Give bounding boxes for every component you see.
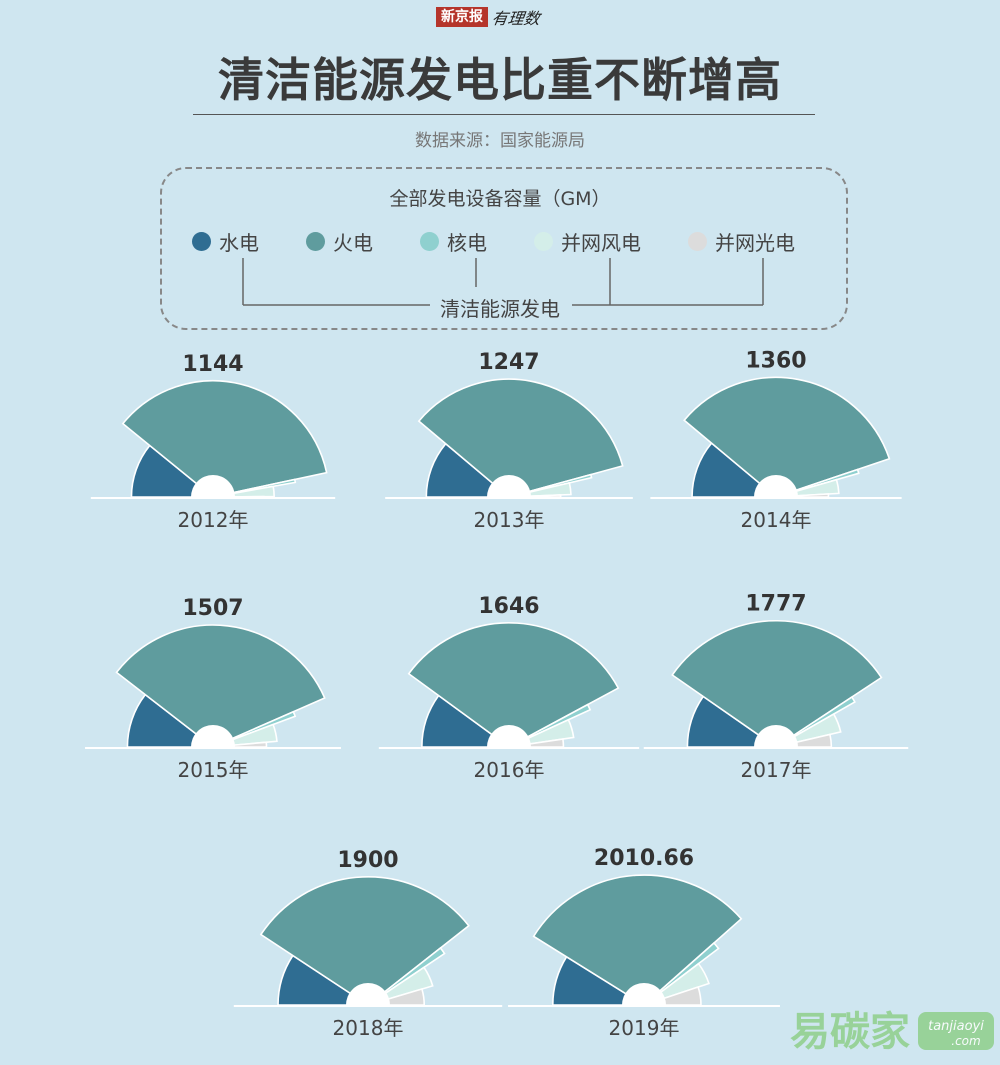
brand-logo: 新京报 有理数 bbox=[436, 6, 541, 28]
chart-year-label: 2016年 bbox=[474, 758, 545, 782]
data-source: 数据来源：国家能源局 bbox=[415, 131, 585, 151]
chart-total-label: 1144 bbox=[182, 352, 243, 377]
chart-total-label: 1900 bbox=[337, 848, 398, 873]
clean-energy-label: 清洁能源发电 bbox=[440, 297, 560, 321]
chart-year-label: 2013年 bbox=[474, 508, 545, 532]
watermark-domain-suffix: .com bbox=[951, 1034, 980, 1048]
watermark-text: 易碳家 bbox=[790, 1009, 910, 1055]
rose-chart-2019年: 2010.66 2019年 bbox=[508, 846, 780, 1040]
chart-hub bbox=[346, 983, 390, 1005]
watermark-badge bbox=[918, 1012, 994, 1050]
slice-thermal bbox=[259, 876, 470, 1006]
rose-chart-2012年: 1144 2012年 bbox=[90, 352, 336, 532]
slice-thermal bbox=[683, 376, 891, 498]
legend-box bbox=[160, 167, 848, 330]
legend-dot-solar bbox=[688, 231, 707, 251]
legend-label-solar: 并网光电 bbox=[715, 230, 795, 255]
chart-year-label: 2015年 bbox=[178, 758, 249, 782]
legend-dot-wind bbox=[534, 231, 553, 251]
rose-chart-2015年: 1507 2015年 bbox=[85, 596, 341, 782]
legend-item-solar: 并网光电 bbox=[688, 229, 795, 255]
chart-total-label: 1646 bbox=[478, 594, 539, 619]
slice-nuclear bbox=[212, 710, 297, 748]
chart-hub bbox=[191, 725, 235, 747]
slice-thermal bbox=[671, 619, 883, 748]
watermark-domain: tanjiaoyi bbox=[928, 1019, 984, 1034]
chart-year-label: 2017年 bbox=[741, 758, 812, 782]
legend-label-thermal: 火电 bbox=[333, 230, 373, 255]
chart-total-label: 1247 bbox=[478, 350, 539, 375]
slice-nuclear bbox=[775, 695, 856, 748]
slice-nuclear bbox=[643, 941, 720, 1006]
chart-total-label: 1507 bbox=[182, 596, 243, 621]
legend-item-thermal: 火电 bbox=[306, 229, 373, 255]
chart-hub bbox=[191, 475, 235, 497]
slice-nuclear bbox=[508, 703, 592, 748]
slice-nuclear bbox=[367, 946, 446, 1006]
rose-chart-2013年: 1247 2013年 bbox=[385, 350, 633, 532]
chart-hub bbox=[487, 725, 531, 747]
watermark: 易碳家 tanjiaoyi.com bbox=[790, 1009, 994, 1055]
slice-thermal bbox=[417, 378, 624, 498]
page-title: 清洁能源发电比重不断增高 bbox=[218, 53, 782, 107]
rose-chart-2018年: 1900 2018年 bbox=[233, 848, 503, 1040]
chart-year-label: 2012年 bbox=[178, 508, 249, 532]
slice-thermal bbox=[532, 874, 743, 1006]
legend-label-hydro: 水电 bbox=[219, 230, 259, 255]
brand-name: 新京报 bbox=[436, 7, 488, 27]
chart-total-label: 1777 bbox=[745, 592, 806, 617]
legend-dot-thermal bbox=[306, 231, 325, 251]
legend-title: 全部发电设备容量（GM） bbox=[389, 188, 611, 210]
chart-hub bbox=[754, 725, 798, 747]
chart-year-label: 2019年 bbox=[609, 1016, 680, 1040]
chart-year-label: 2014年 bbox=[741, 508, 812, 532]
rose-chart-2014年: 1360 2014年 bbox=[650, 348, 902, 532]
slice-thermal bbox=[121, 380, 328, 498]
chart-year-label: 2018年 bbox=[333, 1016, 404, 1040]
legend-label-wind: 并网风电 bbox=[561, 230, 641, 255]
slice-thermal bbox=[115, 624, 326, 748]
legend-item-nuclear: 核电 bbox=[420, 229, 487, 255]
legend-item-wind: 并网风电 bbox=[534, 229, 641, 255]
chart-total-label: 2010.66 bbox=[594, 846, 694, 871]
chart-hub bbox=[622, 983, 666, 1005]
chart-hub bbox=[754, 475, 798, 497]
legend-dot-hydro bbox=[192, 231, 211, 251]
legend-dot-nuclear bbox=[420, 231, 439, 251]
chart-hub bbox=[487, 475, 531, 497]
chart-total-label: 1360 bbox=[745, 348, 806, 373]
rose-chart-2017年: 1777 2017年 bbox=[643, 592, 909, 782]
rose-chart-2016年: 1646 2016年 bbox=[378, 594, 640, 782]
title-divider bbox=[193, 114, 815, 115]
legend-label-nuclear: 核电 bbox=[447, 230, 487, 255]
legend-item-hydro: 水电 bbox=[192, 229, 259, 255]
